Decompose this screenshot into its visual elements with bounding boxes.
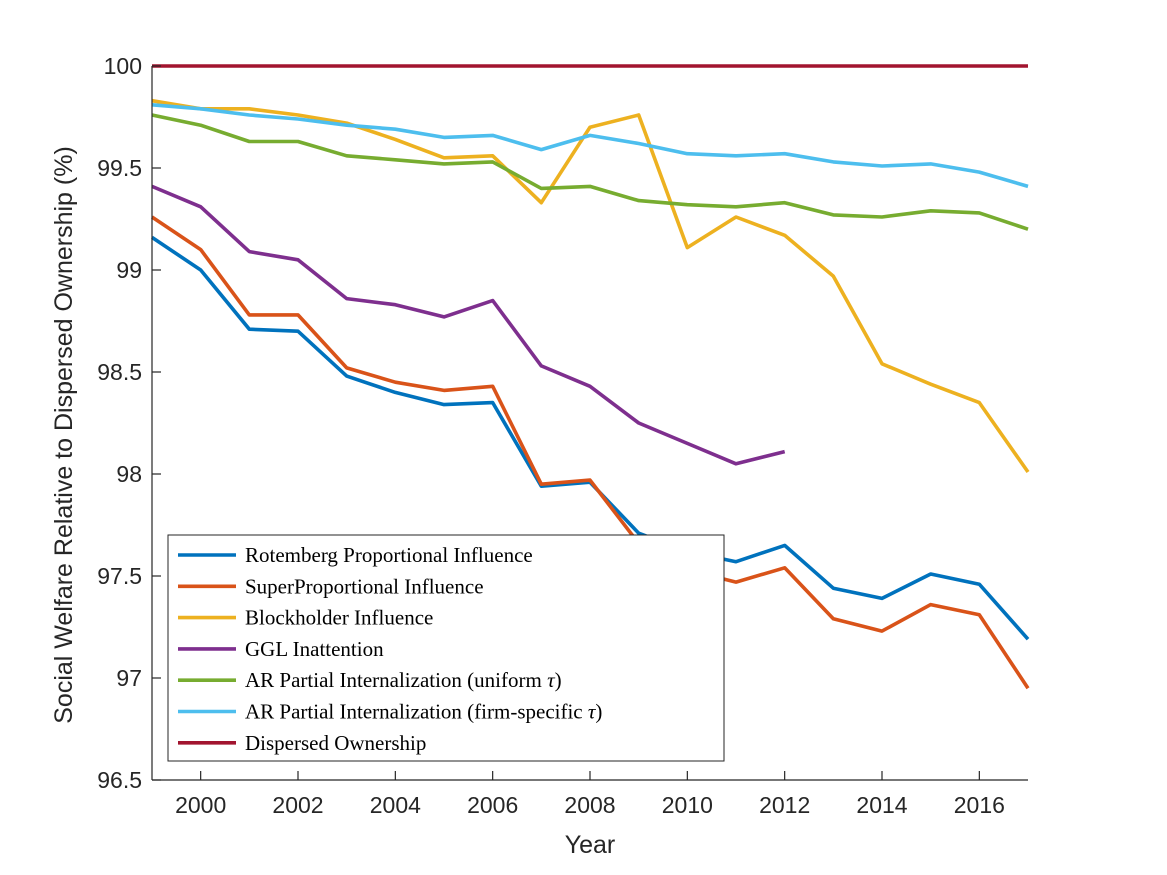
legend-label: GGL Inattention [245,637,384,661]
series-line-6 [151,103,1029,189]
x-tick-label: 2012 [759,792,810,818]
y-tick-label: 96.5 [97,767,142,793]
series-line-5 [151,113,1029,231]
y-tick-label: 99.5 [97,155,142,181]
y-tick-label: 97 [116,665,142,691]
x-tick-label: 2002 [272,792,323,818]
y-tick-label: 99 [116,257,142,283]
y-axis-title: Social Welfare Relative to Dispersed Own… [50,146,78,724]
series-line-4 [151,184,786,466]
series-layer [150,64,1030,690]
legend: Rotemberg Proportional Influence SuperPro… [167,534,725,762]
x-axis-title: Year [565,831,616,859]
y-tick-label: 97.5 [97,563,142,589]
x-tick-label: 2004 [370,792,421,818]
y-tick-label: 98.5 [97,359,142,385]
ticks-layer: 2000 2002 2004 2006 2008 2010 2012 2014 2016 96.5… [97,53,1005,818]
x-tick-label: 2000 [175,792,226,818]
x-tick-label: 2010 [662,792,713,818]
legend-label: Rotemberg Proportional Influence [245,543,533,567]
series-line-2 [150,215,1030,690]
x-tick-label: 2014 [856,792,907,818]
x-tick-label: 2008 [564,792,615,818]
legend-box [167,534,725,762]
legend-label: AR Partial Internalization (firm-specifi… [245,700,602,724]
legend-label: SuperProportional Influence [245,574,484,598]
x-tick-label: 2006 [467,792,518,818]
legend-label: Blockholder Influence [245,606,433,630]
x-tick-label: 2016 [954,792,1005,818]
legend-label: Dispersed Ownership [245,731,426,755]
legend-label: AR Partial Internalization (uniform τ) [245,668,562,692]
series-line-3 [151,98,1030,474]
y-tick-label: 100 [104,53,142,79]
y-tick-label: 98 [116,461,142,487]
